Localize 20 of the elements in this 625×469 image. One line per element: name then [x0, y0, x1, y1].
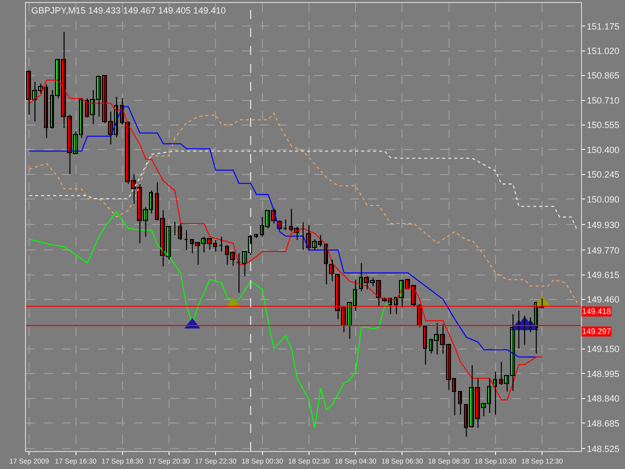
y-tick-label: 149.930 — [586, 220, 620, 230]
y-tick-label: 148.685 — [586, 418, 620, 428]
y-tick-label: 149.615 — [586, 270, 620, 280]
y-tick-label: 151.175 — [586, 21, 620, 32]
ref-line-label: 149.418 — [582, 307, 612, 316]
y-tick-label: 150.245 — [586, 170, 620, 180]
y-tick-label: 150.555 — [586, 120, 620, 130]
y-tick-label: 149.770 — [586, 245, 620, 256]
y-tick-label: 150.090 — [586, 194, 620, 204]
y-tick-label: 148.995 — [586, 368, 620, 379]
y-tick-label: 150.865 — [586, 70, 620, 81]
y-tick-label: 149.150 — [586, 344, 620, 354]
y-tick-label: 149.460 — [586, 294, 620, 305]
y-tick-label: 150.400 — [586, 144, 620, 155]
y-tick-label: 151.020 — [586, 46, 620, 56]
ref-line-label: 149.297 — [582, 327, 612, 336]
chart-title: GBPJPY,M15 149.433 149.467 149.405 149.410 — [31, 5, 226, 16]
y-tick-label: 148.840 — [586, 394, 620, 404]
y-tick-label: 150.710 — [586, 95, 620, 106]
y-tick-label: 148.525 — [586, 444, 620, 454]
